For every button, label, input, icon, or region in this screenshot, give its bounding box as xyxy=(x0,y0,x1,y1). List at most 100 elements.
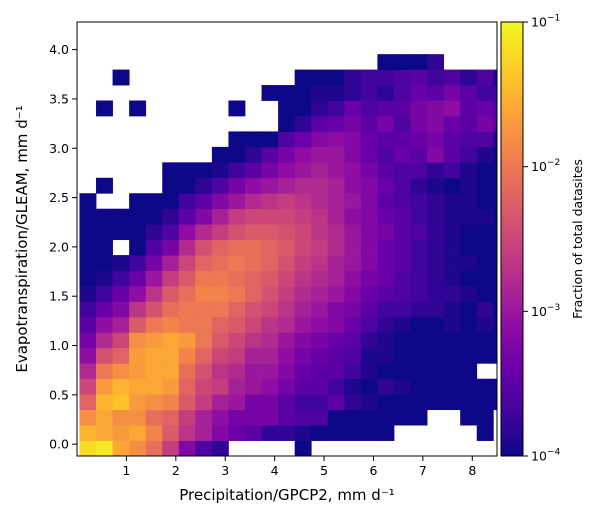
heatmap-cell xyxy=(311,301,329,318)
heatmap-cell xyxy=(393,347,411,364)
heatmap-cell xyxy=(377,409,395,426)
y-tick-label: 0.5 xyxy=(49,387,69,402)
heatmap-cell xyxy=(195,425,213,441)
heatmap-cell xyxy=(393,332,411,349)
heatmap-cell xyxy=(294,177,312,194)
y-tick-label: 1.5 xyxy=(49,289,69,304)
heatmap-cell xyxy=(360,409,378,426)
heatmap-cell xyxy=(245,131,262,148)
heatmap-cell xyxy=(129,100,147,117)
heatmap-cell xyxy=(410,301,428,318)
heatmap-cell xyxy=(460,255,478,271)
heatmap-cell xyxy=(360,69,378,86)
heatmap-cell xyxy=(493,316,498,333)
heatmap-cell xyxy=(460,409,478,426)
heatmap-cell xyxy=(377,224,395,241)
heatmap-cell xyxy=(427,332,445,349)
heatmap-cell xyxy=(261,224,279,241)
heatmap-cell xyxy=(443,100,461,117)
heatmap-cell xyxy=(360,224,378,241)
heatmap-cell xyxy=(443,239,461,256)
heatmap-cell xyxy=(278,208,296,225)
colorbar xyxy=(500,21,524,457)
heatmap-cell xyxy=(344,409,362,426)
x-tick-label: 2 xyxy=(172,463,180,478)
heatmap-cell xyxy=(311,316,329,333)
heatmap-cell xyxy=(129,347,147,364)
heatmap-cell xyxy=(96,425,113,441)
heatmap-cell xyxy=(410,193,428,210)
y-axis-label: Evapotranspiration/GLEAM, mm d⁻¹ xyxy=(13,105,31,372)
heatmap-cell xyxy=(360,115,378,132)
heatmap-cell xyxy=(195,409,213,426)
heatmap-cell xyxy=(278,100,296,117)
heatmap-cell xyxy=(162,177,180,194)
heatmap-cell xyxy=(79,270,97,287)
heatmap-cell xyxy=(476,239,494,256)
heatmap-cell xyxy=(443,270,461,287)
heatmap-cell xyxy=(410,239,428,256)
heatmap-cell xyxy=(162,347,180,364)
heatmap-cell xyxy=(79,425,97,441)
heatmap-cell xyxy=(145,425,163,441)
heatmap-cell xyxy=(145,440,163,457)
heatmap-cell xyxy=(79,347,97,364)
heatmap-cell xyxy=(460,332,478,349)
heatmap-cell xyxy=(245,270,262,287)
heatmap-cell xyxy=(129,378,147,395)
heatmap-cell xyxy=(112,255,130,271)
heatmap-cell xyxy=(493,131,498,148)
heatmap-cell xyxy=(476,347,494,364)
heatmap-cell xyxy=(294,409,312,426)
heatmap-cell xyxy=(410,131,428,148)
heatmap-cell xyxy=(476,131,494,148)
heatmap-cell xyxy=(311,394,329,411)
heatmap-cell xyxy=(278,347,296,364)
heatmap-cell xyxy=(211,409,229,426)
heatmap-cell xyxy=(145,378,163,395)
colorbar-ticks: 10−4 10−3 10−2 10−1 xyxy=(523,14,560,464)
heatmap-cell xyxy=(327,239,345,256)
heatmap-cell xyxy=(112,270,130,287)
heatmap-cell xyxy=(344,425,362,441)
heatmap-cell xyxy=(344,285,362,302)
heatmap-cell xyxy=(410,332,428,349)
heatmap-cell xyxy=(377,100,395,117)
heatmap-cell xyxy=(460,394,478,411)
heatmap-cell xyxy=(311,332,329,349)
x-tick-label: 7 xyxy=(419,463,427,478)
heatmap-cell xyxy=(443,115,461,132)
heatmap-cell xyxy=(162,301,180,318)
heatmap-cell xyxy=(493,270,498,287)
heatmap-cell xyxy=(311,208,329,225)
heatmap-cell xyxy=(178,177,196,194)
heatmap-cell xyxy=(145,316,163,333)
heatmap-cell xyxy=(344,224,362,241)
heatmap-cell xyxy=(294,131,312,148)
heatmap-cell xyxy=(443,162,461,179)
heatmap-cell xyxy=(245,239,262,256)
heatmap-cell xyxy=(443,316,461,333)
heatmap-cell xyxy=(443,363,461,380)
heatmap-cell xyxy=(294,378,312,395)
heatmap-cell xyxy=(278,239,296,256)
heatmap-cell xyxy=(96,363,113,380)
colorbar-tick-label: 10−1 xyxy=(531,14,560,30)
heatmap-cell xyxy=(278,285,296,302)
heatmap-cell xyxy=(211,301,229,318)
heatmap-cell xyxy=(443,285,461,302)
heatmap-cell xyxy=(460,378,478,395)
heatmap-cell xyxy=(493,162,498,179)
heatmap-cell xyxy=(129,285,147,302)
heatmap-cell xyxy=(178,270,196,287)
heatmap-cell xyxy=(311,100,329,117)
heatmap-cell xyxy=(294,316,312,333)
heatmap-cell xyxy=(344,255,362,271)
heatmap-cell xyxy=(443,347,461,364)
heatmap-cell xyxy=(294,270,312,287)
heatmap-cell xyxy=(294,394,312,411)
heatmap-cell xyxy=(393,255,411,271)
heatmap-cell xyxy=(112,394,130,411)
heatmap-cell xyxy=(410,270,428,287)
heatmap-cell xyxy=(278,378,296,395)
